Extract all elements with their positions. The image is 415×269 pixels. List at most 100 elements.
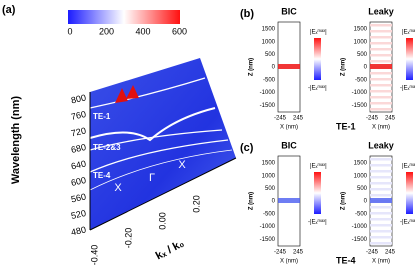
- x-tick-label: -245: [366, 250, 379, 256]
- field-stripe: [370, 212, 392, 215]
- y-tick-label: 480: [70, 224, 87, 237]
- z-label: Z (nm): [249, 192, 255, 210]
- colorbar-tick: 0: [67, 26, 72, 36]
- y-label: Wavelength (nm): [10, 96, 22, 185]
- max-label: |Eₓᵐᵃˣ|: [402, 30, 415, 36]
- x-label: X (nm): [372, 125, 390, 131]
- mode-label: TE-4: [93, 171, 111, 180]
- panel-label: (b): [240, 8, 254, 20]
- x-tick-label: -245: [274, 116, 287, 122]
- plot-title: BIC: [281, 6, 297, 16]
- field-stripe: [370, 194, 392, 197]
- z-tick-label: -1000: [352, 90, 368, 96]
- field-stripe: [370, 158, 392, 161]
- y-tick-label: 520: [70, 208, 87, 221]
- z-tick-label: 0: [364, 199, 368, 205]
- z-tick-label: 500: [265, 52, 276, 58]
- field-colorbar: [406, 172, 413, 214]
- colorbar-tick: 600: [172, 26, 187, 36]
- field-stripe: [370, 78, 392, 81]
- x-tick-label: 245: [385, 116, 396, 122]
- bands: [89, 77, 233, 191]
- z-tick-label: 0: [272, 199, 276, 205]
- min-label: -|Eₓᵐᵃˣ|: [400, 220, 415, 226]
- x-tick-label: -0.20: [123, 228, 133, 249]
- field-stripe: [370, 60, 392, 63]
- field-colorbar: [314, 38, 321, 80]
- field-stripe: [370, 102, 392, 105]
- colorbar-tick: 200: [99, 26, 114, 36]
- x-label: kₓ / k₀: [154, 237, 187, 262]
- colorbar: [68, 10, 180, 24]
- max-label: |Eₓᵐᵃˣ|: [310, 164, 327, 170]
- field-stripe: [370, 24, 392, 27]
- y-tick-label: 640: [70, 158, 87, 171]
- max-label: |Eₓᵐᵃˣ|: [402, 164, 415, 170]
- y-tick-label: 680: [70, 142, 87, 155]
- k-point: X: [178, 159, 186, 171]
- z-tick-label: 500: [357, 186, 368, 192]
- z-tick-label: -500: [355, 211, 368, 217]
- z-tick-label: 1500: [354, 27, 368, 33]
- x-tick-label: -245: [274, 250, 287, 256]
- field-stripe: [370, 42, 392, 45]
- z-tick-label: 1000: [354, 173, 368, 179]
- field-stripe: [370, 30, 392, 33]
- field-stripe: [370, 48, 392, 51]
- field-stripe: [370, 206, 392, 209]
- z-tick-label: -500: [263, 77, 276, 83]
- field-stripe: [370, 218, 392, 221]
- x-tick-label: 0.20: [191, 195, 201, 213]
- plot-title: Leaky: [368, 140, 394, 150]
- peak: [126, 85, 139, 99]
- plot-title: Leaky: [368, 6, 394, 16]
- mode-label: TE-2&3: [93, 143, 121, 152]
- x-tick-label: -245: [366, 116, 379, 122]
- y-tick-label: 560: [70, 191, 87, 204]
- field-stripe: [370, 108, 392, 111]
- field-core: [370, 64, 392, 69]
- z-tick-label: -1000: [260, 224, 276, 230]
- field-stripe: [370, 72, 392, 75]
- field-stripe: [370, 176, 392, 179]
- field-stripe: [370, 54, 392, 57]
- z-tick-label: 1000: [262, 39, 276, 45]
- panel-label: (c): [240, 142, 254, 154]
- z-tick-label: -500: [355, 77, 368, 83]
- field-colorbar: [314, 172, 321, 214]
- field-colorbar: [406, 38, 413, 80]
- z-tick-label: 0: [272, 65, 276, 71]
- z-tick-label: 0: [364, 65, 368, 71]
- x-tick-label: 245: [385, 250, 396, 256]
- x-label: X (nm): [280, 125, 298, 131]
- z-tick-label: -1000: [352, 224, 368, 230]
- z-tick-label: -1000: [260, 90, 276, 96]
- field-stripe: [370, 84, 392, 87]
- axis-line: [89, 157, 237, 231]
- z-tick-label: 500: [357, 52, 368, 58]
- field-stripe: [370, 224, 392, 227]
- z-tick-label: 500: [265, 186, 276, 192]
- k-point: X: [114, 182, 122, 194]
- x-tick-label: -0.40: [89, 245, 99, 266]
- field-stripe: [370, 188, 392, 191]
- min-label: -|Eₓᵐᵃˣ|: [308, 86, 327, 92]
- x-tick-label: 0.00: [157, 212, 167, 230]
- field-stripe: [370, 170, 392, 173]
- x-tick-label: 245: [293, 116, 304, 122]
- field-stripe: [370, 182, 392, 185]
- k-point: Γ: [149, 172, 155, 184]
- colorbar-tick: 400: [135, 26, 150, 36]
- field-core: [370, 198, 392, 203]
- field-stripe: [370, 90, 392, 93]
- z-tick-label: -1500: [260, 103, 276, 109]
- y-tick-label: 600: [70, 175, 87, 188]
- mode-label: TE-1: [93, 112, 111, 121]
- y-tick-label: 760: [70, 109, 87, 122]
- z-tick-label: -1500: [352, 237, 368, 243]
- x-label: X (nm): [280, 259, 298, 265]
- z-tick-label: -500: [263, 211, 276, 217]
- z-label: Z (nm): [341, 192, 347, 210]
- y-tick-label: 720: [70, 125, 87, 138]
